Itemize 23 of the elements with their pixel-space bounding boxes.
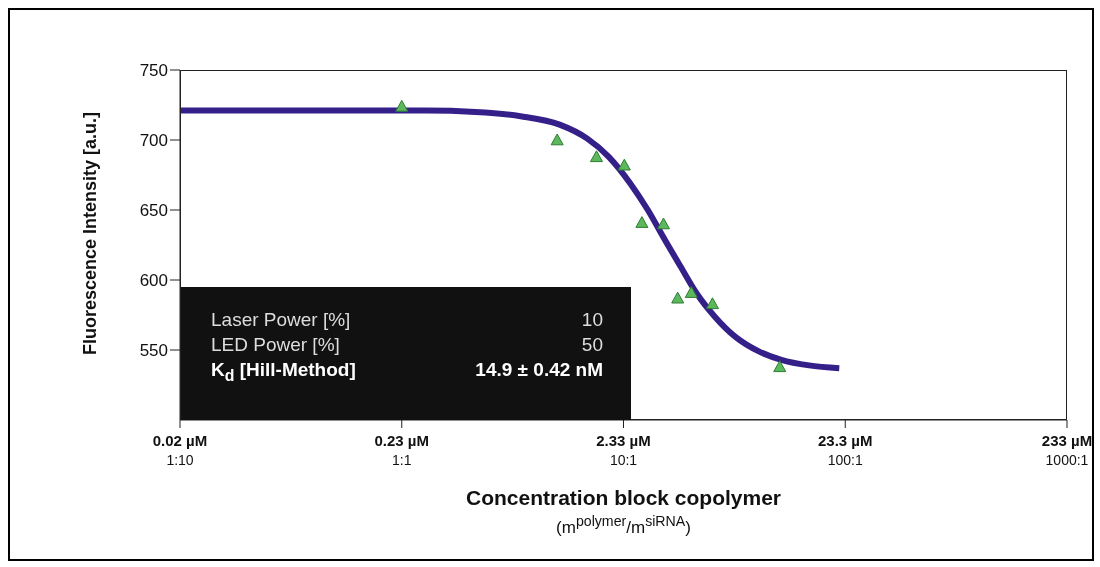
text: 100:1 xyxy=(826,452,864,469)
x-tick-label: 23.3 µM xyxy=(818,432,873,449)
y-tick-label: 750 xyxy=(139,61,168,81)
annotation: 14.9 ± 0.42 nM xyxy=(475,358,603,382)
x-tick-label: 0.02 µM xyxy=(152,432,208,449)
x-axis-title: Concentration block copolymer (m$^{polymer}$/m$^{siRNA}$) xyxy=(464,485,783,538)
annotation: K$_{d}$ [Hill-Method] xyxy=(211,358,356,386)
y-tick-label: 650 xyxy=(139,201,168,221)
annotation: LED Power [%] xyxy=(211,333,340,357)
y-axis-title: Fluorescence Intensity [a.u.] xyxy=(80,111,101,355)
annotation: 50 xyxy=(581,333,603,357)
y-tick-label: 550 xyxy=(139,341,168,361)
text: 1000:1 xyxy=(1044,452,1090,469)
annotation: Laser Power [%] xyxy=(211,308,351,332)
text: 1:1 xyxy=(391,452,413,469)
text: 10:1 xyxy=(608,452,639,469)
x-tick-label: 0.23 µM xyxy=(374,432,429,449)
y-tick-label: 600 xyxy=(139,271,168,291)
x-tick-label: 233 µM xyxy=(1041,432,1093,449)
y-tick-label: 700 xyxy=(139,131,168,151)
text: 1:10 xyxy=(165,452,195,469)
annotation: 10 xyxy=(581,308,603,332)
x-tick-label: 2.33 µM xyxy=(596,432,651,449)
